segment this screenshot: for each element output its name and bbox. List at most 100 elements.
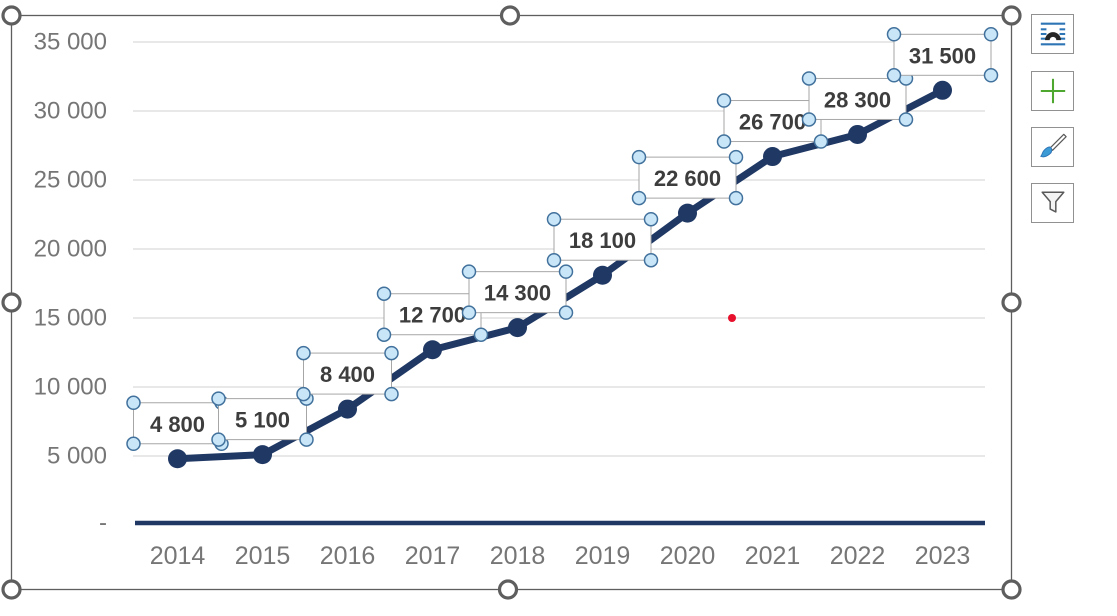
y-axis-tick-label[interactable]: 35 000 [34, 29, 107, 56]
data-label[interactable]: 22 600 [631, 149, 744, 206]
x-axis-tick-label[interactable]: 2014 [150, 542, 206, 570]
layout-options-button[interactable] [1031, 14, 1074, 54]
data-label-text: 5 100 [235, 408, 290, 433]
y-axis-tick-label[interactable]: 5 000 [47, 443, 107, 470]
chart-styles-icon [1039, 133, 1067, 158]
label-selection-handle[interactable] [211, 391, 226, 406]
data-label-box[interactable] [218, 398, 307, 441]
label-selection-handle[interactable] [384, 386, 399, 402]
label-selection-handle[interactable] [126, 436, 141, 452]
label-selection-handle[interactable] [558, 305, 574, 320]
label-selection-handle[interactable] [631, 149, 647, 165]
data-label[interactable]: 14 300 [461, 264, 574, 320]
chart-selection-handle[interactable] [1, 579, 22, 600]
x-axis-tick-label[interactable]: 2022 [830, 542, 886, 570]
x-axis-tick-label[interactable]: 2016 [320, 542, 376, 570]
label-selection-handle[interactable] [801, 112, 817, 127]
data-point-marker[interactable] [848, 124, 867, 144]
data-label-text: 31 500 [909, 43, 976, 68]
layout-options-icon [1040, 22, 1065, 46]
data-label-box[interactable] [808, 77, 907, 120]
label-selection-handle[interactable] [813, 134, 829, 149]
data-point-marker[interactable] [593, 265, 612, 285]
chart-selection-handle[interactable] [1, 292, 22, 313]
chart-styles-button[interactable] [1031, 127, 1074, 167]
label-selection-handle[interactable] [376, 286, 392, 301]
label-selection-handle[interactable] [886, 68, 902, 83]
x-axis-tick-label[interactable]: 2018 [490, 542, 546, 570]
label-selection-handle[interactable] [461, 305, 477, 320]
y-axis-tick-label[interactable]: 30 000 [34, 98, 107, 125]
label-selection-handle[interactable] [886, 27, 902, 42]
data-label-box[interactable] [638, 156, 737, 199]
label-selection-handle[interactable] [126, 395, 141, 411]
label-selection-handle[interactable] [643, 211, 659, 227]
label-selection-handle[interactable] [983, 68, 999, 83]
data-point-marker[interactable] [338, 399, 357, 419]
y-axis-tick-label[interactable]: 25 000 [34, 167, 107, 194]
chart-selection-handle[interactable] [1001, 5, 1022, 26]
x-axis-tick-label[interactable]: 2020 [660, 542, 716, 570]
label-selection-handle[interactable] [728, 190, 744, 206]
data-point-marker[interactable] [423, 340, 442, 360]
label-selection-handle[interactable] [384, 345, 399, 361]
x-axis-tick-label[interactable]: 2019 [575, 542, 631, 570]
label-selection-handle[interactable] [546, 211, 562, 227]
label-selection-handle[interactable] [631, 190, 647, 206]
data-label[interactable]: 8 400 [296, 345, 399, 402]
data-point-marker[interactable] [678, 203, 697, 223]
label-selection-handle[interactable] [558, 264, 574, 279]
x-axis-tick-label[interactable]: 2015 [235, 542, 291, 570]
data-label-text: 22 600 [654, 166, 721, 191]
data-label[interactable]: 18 100 [546, 211, 659, 268]
label-selection-handle[interactable] [211, 432, 226, 447]
data-point-marker[interactable] [763, 147, 782, 167]
x-axis-tick-label[interactable]: 2017 [405, 542, 461, 570]
chart-selection-handle[interactable] [1, 5, 22, 26]
data-label[interactable]: 31 500 [886, 27, 999, 83]
x-axis-tick-label[interactable]: 2023 [915, 542, 971, 570]
data-label-text: 8 400 [320, 362, 375, 387]
red-dot [728, 314, 736, 322]
label-selection-handle[interactable] [296, 345, 311, 361]
y-axis-tick-label[interactable]: 20 000 [34, 236, 107, 263]
data-point-marker[interactable] [168, 449, 187, 469]
label-selection-handle[interactable] [898, 112, 914, 127]
chart-elements-button[interactable] [1031, 71, 1074, 111]
chart-filters-icon [1040, 191, 1065, 213]
label-selection-handle[interactable] [461, 264, 477, 279]
y-axis-tick-label[interactable]: 10 000 [34, 374, 107, 401]
label-selection-handle[interactable] [716, 134, 732, 149]
label-selection-handle[interactable] [643, 252, 659, 268]
y-axis-tick-label[interactable]: - [99, 510, 107, 537]
chart-selection-handle[interactable] [1001, 292, 1022, 313]
chart-filters-button[interactable] [1031, 183, 1074, 223]
label-selection-handle[interactable] [546, 252, 562, 268]
label-selection-handle[interactable] [728, 149, 744, 165]
label-selection-handle[interactable] [376, 327, 392, 342]
label-selection-handle[interactable] [983, 27, 999, 42]
data-label-box[interactable] [468, 271, 567, 314]
y-axis-tick-label[interactable]: 15 000 [34, 305, 107, 332]
x-axis-tick-label[interactable]: 2021 [745, 542, 801, 570]
data-label[interactable]: 28 300 [801, 71, 914, 127]
label-selection-handle[interactable] [473, 327, 489, 342]
label-selection-handle[interactable] [801, 71, 817, 86]
data-label-box[interactable] [893, 33, 992, 76]
data-point-marker[interactable] [253, 445, 272, 465]
label-selection-handle[interactable] [716, 93, 732, 108]
chart-selection-handle[interactable] [497, 579, 519, 600]
data-label-box[interactable] [303, 352, 392, 395]
data-point-marker[interactable] [508, 318, 527, 338]
chart-selection-handle[interactable] [499, 5, 521, 26]
data-point-marker[interactable] [933, 80, 952, 100]
data-label[interactable]: 5 100 [211, 391, 314, 447]
label-selection-handle[interactable] [296, 386, 311, 402]
label-selection-handle[interactable] [299, 432, 314, 447]
data-label-box[interactable] [553, 218, 652, 261]
chart-selection-handle[interactable] [1001, 579, 1022, 600]
data-label-text: 14 300 [484, 281, 551, 306]
data-label-text: 12 700 [399, 303, 466, 328]
